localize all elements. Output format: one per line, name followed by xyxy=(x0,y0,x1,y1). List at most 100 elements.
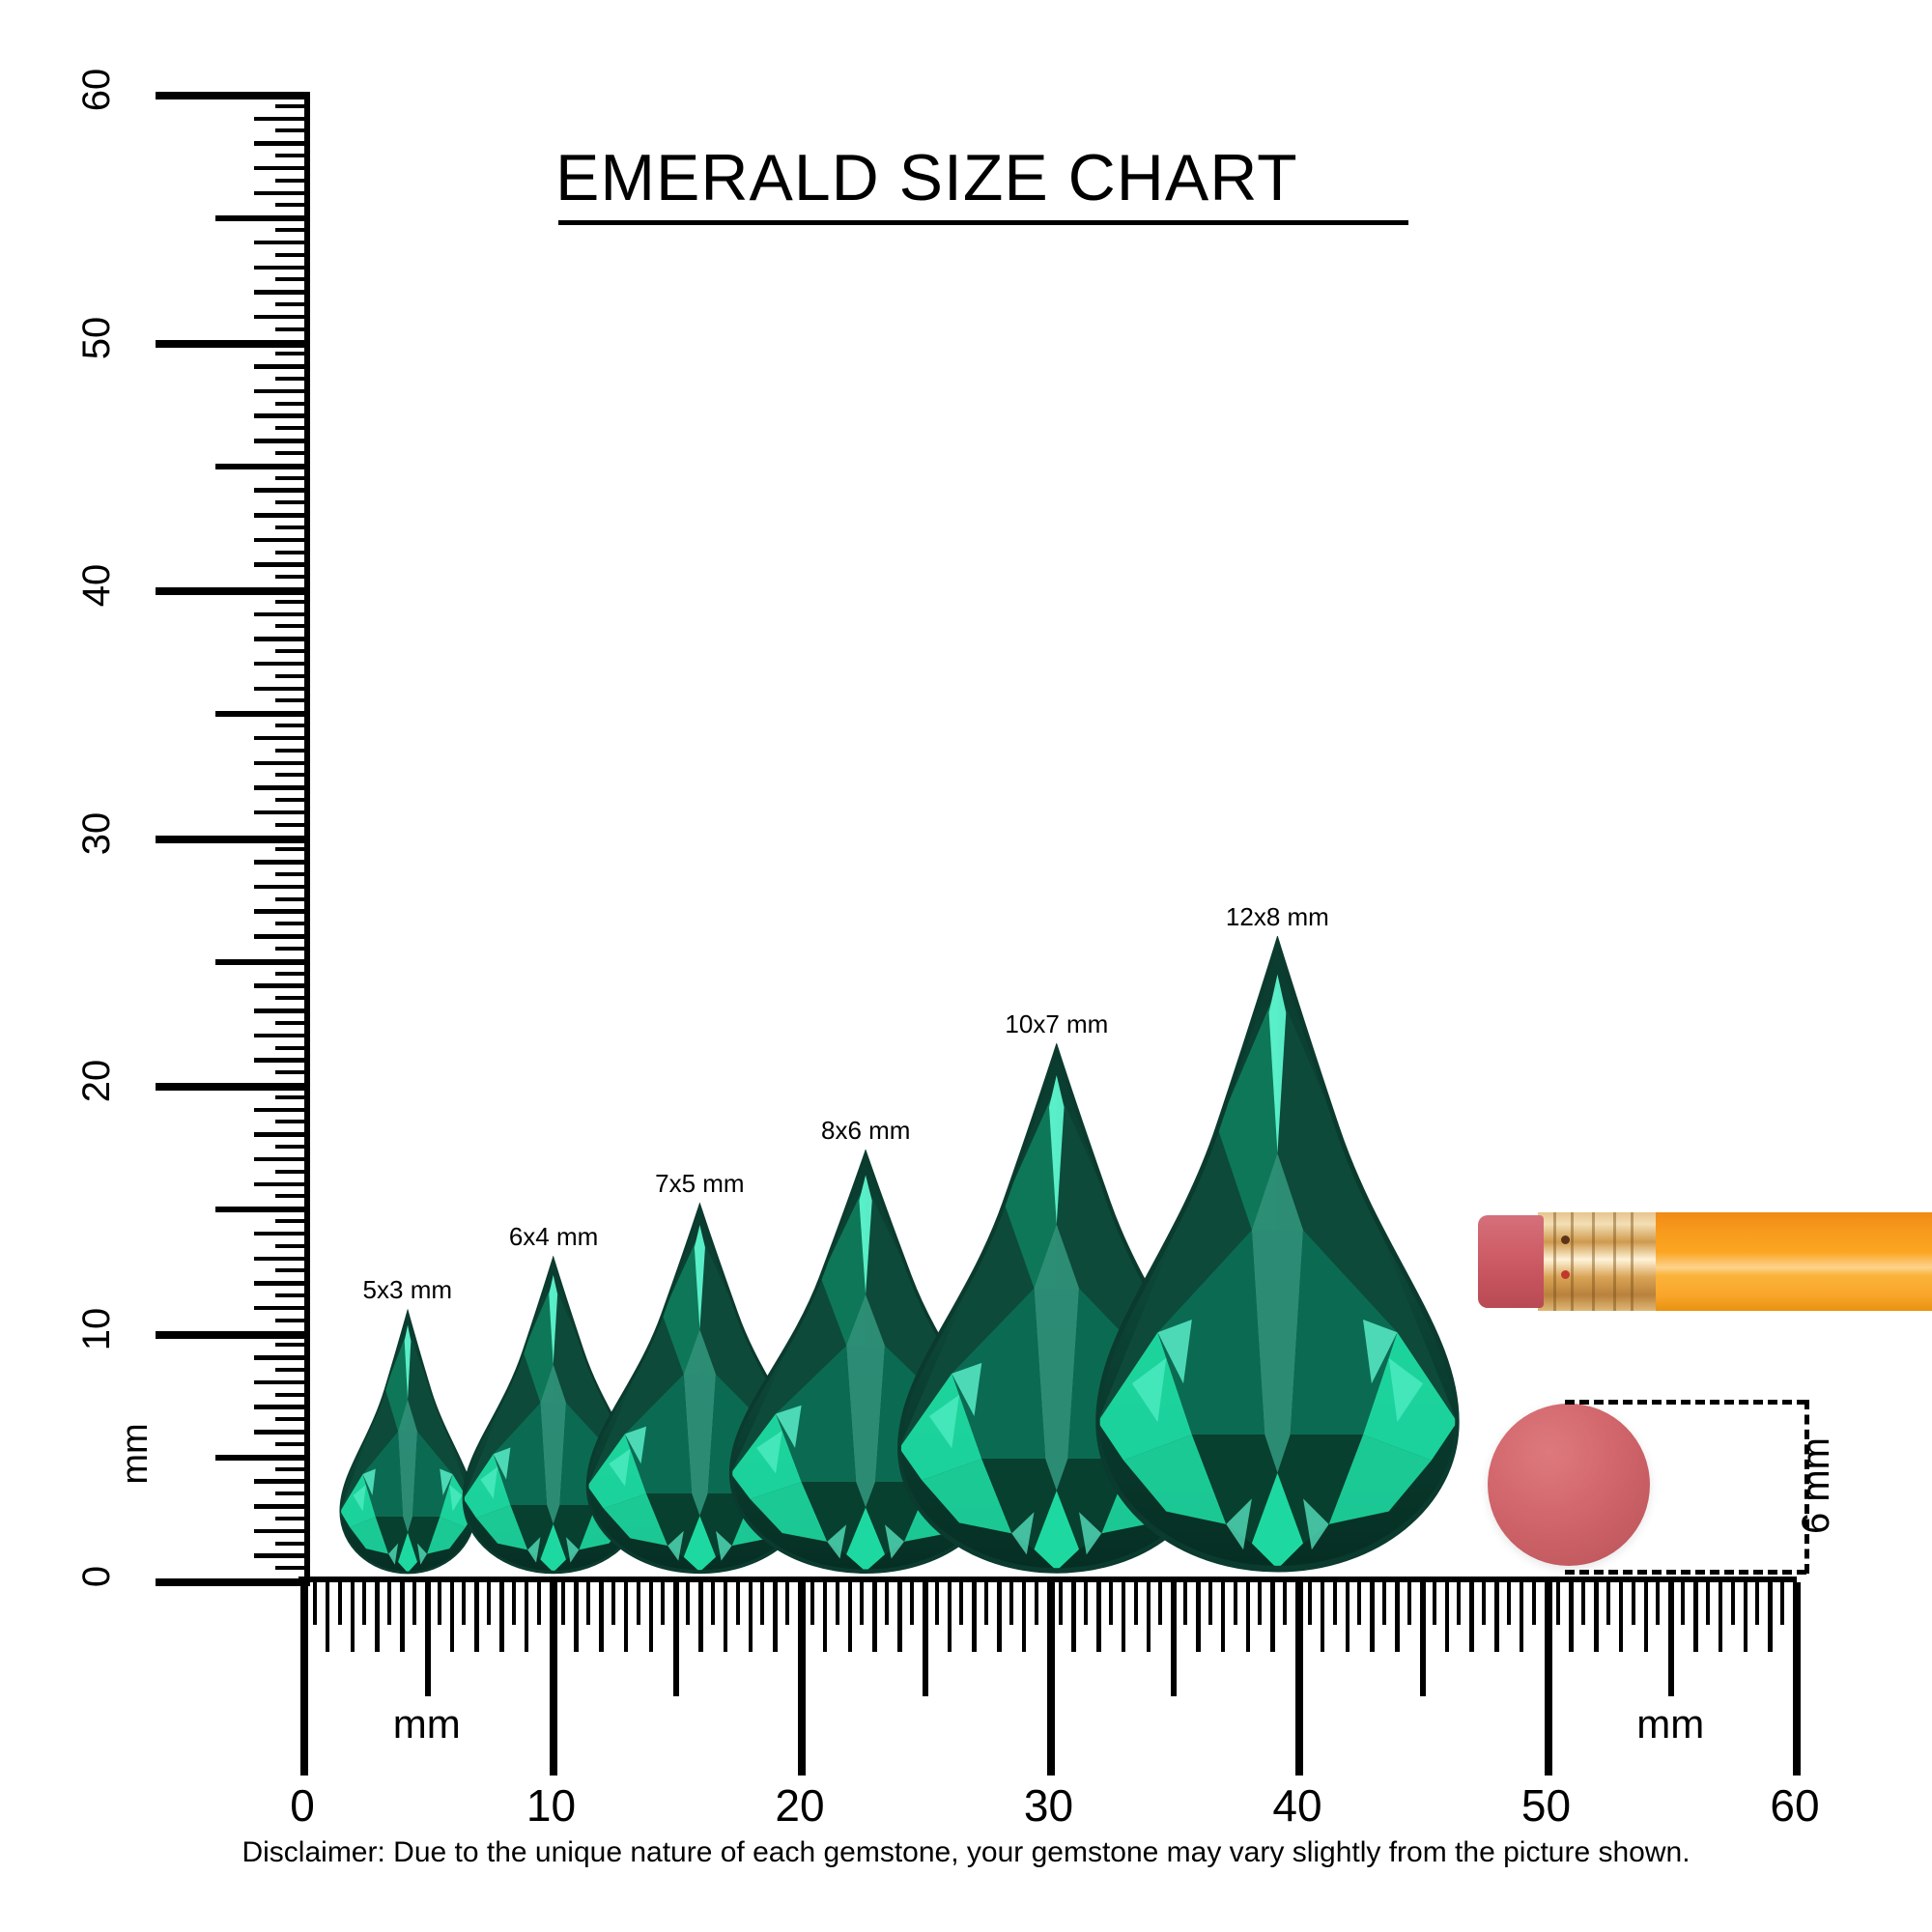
vertical-tick-minor xyxy=(254,1181,310,1187)
horizontal-tick-tiny xyxy=(1357,1582,1362,1625)
horizontal-tick-minor xyxy=(400,1582,405,1652)
vertical-ruler-label-10: 10 xyxy=(75,1307,118,1350)
vertical-tick-tiny xyxy=(275,103,310,108)
horizontal-tick-tiny xyxy=(1556,1582,1561,1625)
vertical-tick-major xyxy=(156,1330,310,1339)
vertical-ruler-unit-label: mm xyxy=(115,1423,156,1485)
horizontal-tick-minor xyxy=(1220,1582,1226,1652)
horizontal-tick-tiny xyxy=(412,1582,416,1625)
horizontal-tick-tiny xyxy=(1382,1582,1387,1625)
horizontal-tick-minor xyxy=(1569,1582,1574,1652)
horizontal-tick-minor xyxy=(1121,1582,1126,1652)
pencil-body xyxy=(1654,1212,1932,1311)
vertical-tick-tiny xyxy=(275,1020,310,1025)
horizontal-tick-minor xyxy=(1768,1582,1773,1652)
vertical-tick-minor xyxy=(254,1033,310,1038)
horizontal-ruler-label-60: 60 xyxy=(1770,1780,1820,1831)
horizontal-tick-tiny xyxy=(1531,1582,1536,1625)
vertical-tick-minor xyxy=(254,165,310,171)
vertical-tick-minor xyxy=(254,637,310,641)
vertical-tick-tiny xyxy=(275,252,310,257)
horizontal-tick-tiny xyxy=(437,1582,441,1625)
vertical-tick-tiny xyxy=(275,896,310,901)
horizontal-tick-tiny xyxy=(1432,1582,1436,1625)
vertical-tick-tiny xyxy=(275,178,310,183)
vertical-tick-tiny xyxy=(275,277,310,282)
horizontal-tick-tiny xyxy=(661,1582,666,1625)
vertical-tick-tiny xyxy=(275,500,310,505)
horizontal-tick-tiny xyxy=(1332,1582,1337,1625)
vertical-tick-minor xyxy=(254,661,310,667)
horizontal-tick-major xyxy=(1295,1582,1303,1776)
vertical-tick-minor xyxy=(254,265,310,270)
eraser-dimension-right-line xyxy=(1804,1400,1809,1574)
horizontal-tick-minor xyxy=(1370,1582,1375,1652)
vertical-tick-tiny xyxy=(275,154,310,158)
horizontal-tick-minor xyxy=(648,1582,653,1652)
horizontal-tick-tiny xyxy=(1482,1582,1487,1625)
vertical-tick-minor xyxy=(254,562,310,567)
vertical-tick-minor xyxy=(254,884,310,890)
horizontal-tick-tiny xyxy=(312,1582,317,1625)
horizontal-tick-tiny xyxy=(1283,1582,1288,1625)
horizontal-tick-tiny xyxy=(1457,1582,1462,1625)
vertical-tick-minor xyxy=(254,1355,310,1360)
gem-item: 5x3 mm xyxy=(327,1277,488,1580)
horizontal-tick-tiny xyxy=(1755,1582,1760,1625)
vertical-tick-minor xyxy=(254,190,310,196)
horizontal-tick-tiny xyxy=(1681,1582,1686,1625)
vertical-tick-mid xyxy=(215,215,310,222)
vertical-ruler-label-60: 60 xyxy=(75,68,118,112)
vertical-tick-tiny xyxy=(275,450,310,455)
vertical-tick-minor xyxy=(254,1009,310,1013)
vertical-tick-minor xyxy=(254,1132,310,1137)
vertical-tick-tiny xyxy=(275,624,310,629)
gem-pear-shape xyxy=(1064,934,1492,1580)
vertical-tick-major xyxy=(156,92,310,99)
horizontal-ruler-unit-label: mm xyxy=(1636,1701,1705,1747)
horizontal-tick-tiny xyxy=(909,1582,914,1625)
horizontal-tick-tiny xyxy=(1009,1582,1013,1625)
vertical-tick-tiny xyxy=(275,649,310,654)
horizontal-tick-tiny xyxy=(984,1582,989,1625)
vertical-tick-minor xyxy=(254,513,310,518)
horizontal-tick-minor xyxy=(1196,1582,1201,1652)
horizontal-tick-minor xyxy=(1395,1582,1400,1652)
horizontal-tick-mid xyxy=(1668,1582,1675,1696)
horizontal-tick-minor xyxy=(574,1582,579,1652)
vertical-tick-minor xyxy=(254,1256,310,1262)
vertical-tick-minor xyxy=(254,1231,310,1236)
horizontal-tick-minor xyxy=(524,1582,529,1652)
vertical-tick-minor xyxy=(254,1058,310,1063)
horizontal-tick-minor xyxy=(1519,1582,1524,1652)
horizontal-tick-minor xyxy=(1146,1582,1151,1652)
vertical-ruler-label-0: 0 xyxy=(75,1565,118,1588)
eraser-dimension-bottom-line xyxy=(1565,1570,1806,1575)
horizontal-tick-mid xyxy=(673,1582,680,1696)
vertical-tick-tiny xyxy=(275,1243,310,1248)
horizontal-ruler-label-10: 10 xyxy=(526,1780,577,1831)
vertical-tick-tiny xyxy=(275,426,310,431)
horizontal-tick-minor xyxy=(1071,1582,1076,1652)
vertical-tick-minor xyxy=(254,1405,310,1409)
horizontal-tick-minor xyxy=(1469,1582,1474,1652)
horizontal-tick-tiny xyxy=(735,1582,740,1625)
vertical-tick-tiny xyxy=(275,971,310,976)
horizontal-tick-major xyxy=(549,1582,557,1776)
vertical-tick-minor xyxy=(254,1379,310,1385)
vertical-tick-tiny xyxy=(275,1120,310,1124)
horizontal-tick-tiny xyxy=(586,1582,591,1625)
horizontal-tick-minor xyxy=(947,1582,952,1652)
vertical-tick-minor xyxy=(254,537,310,543)
vertical-tick-tiny xyxy=(275,1145,310,1150)
vertical-tick-tiny xyxy=(275,302,310,307)
vertical-tick-minor xyxy=(254,1156,310,1162)
horizontal-tick-tiny xyxy=(710,1582,715,1625)
horizontal-tick-tiny xyxy=(760,1582,765,1625)
horizontal-tick-tiny xyxy=(561,1582,566,1625)
gem-size-label: 12x8 mm xyxy=(1225,902,1329,932)
vertical-tick-minor xyxy=(254,413,310,418)
horizontal-tick-minor xyxy=(449,1582,454,1652)
vertical-tick-minor xyxy=(254,141,310,146)
gem-size-label: 5x3 mm xyxy=(362,1275,453,1305)
